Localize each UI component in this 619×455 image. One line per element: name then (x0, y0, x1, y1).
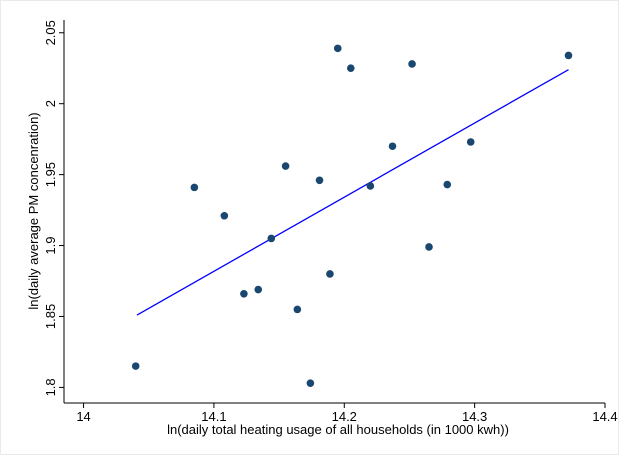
point (220, 211, 229, 220)
x-axis-label: ln(daily total heating usage of all hous… (167, 422, 509, 437)
x-tick-label: 14.3 (462, 409, 487, 424)
point (408, 60, 416, 68)
y-tick-label: 1.85 (43, 304, 58, 329)
point (267, 234, 276, 243)
point (425, 243, 433, 251)
point (281, 162, 290, 170)
point (466, 138, 475, 146)
point (388, 142, 397, 151)
point (346, 64, 355, 73)
y-tick-label: 2 (43, 100, 58, 107)
point (564, 51, 573, 60)
point (326, 270, 334, 278)
y-tick-label: 1.8 (43, 378, 58, 396)
point (240, 289, 248, 298)
y-tick-label: 1.9 (43, 237, 58, 255)
point (333, 44, 342, 53)
point (366, 182, 375, 190)
point (443, 180, 452, 189)
x-tick-label: 14.4 (592, 409, 617, 424)
y-tick-label: 2.05 (43, 20, 58, 45)
point (190, 183, 199, 192)
point (254, 285, 263, 294)
x-tick-label: 14.2 (332, 409, 357, 424)
point (306, 379, 315, 387)
point (293, 305, 302, 314)
fit-line (136, 69, 569, 316)
x-tick-label: 14 (76, 409, 90, 424)
y-axis-label: ln(daily average PM concenration) (26, 112, 41, 309)
point (131, 362, 140, 370)
y-tick-label: 1.95 (43, 162, 58, 187)
point (315, 176, 324, 185)
x-tick-label: 14.1 (201, 409, 226, 424)
